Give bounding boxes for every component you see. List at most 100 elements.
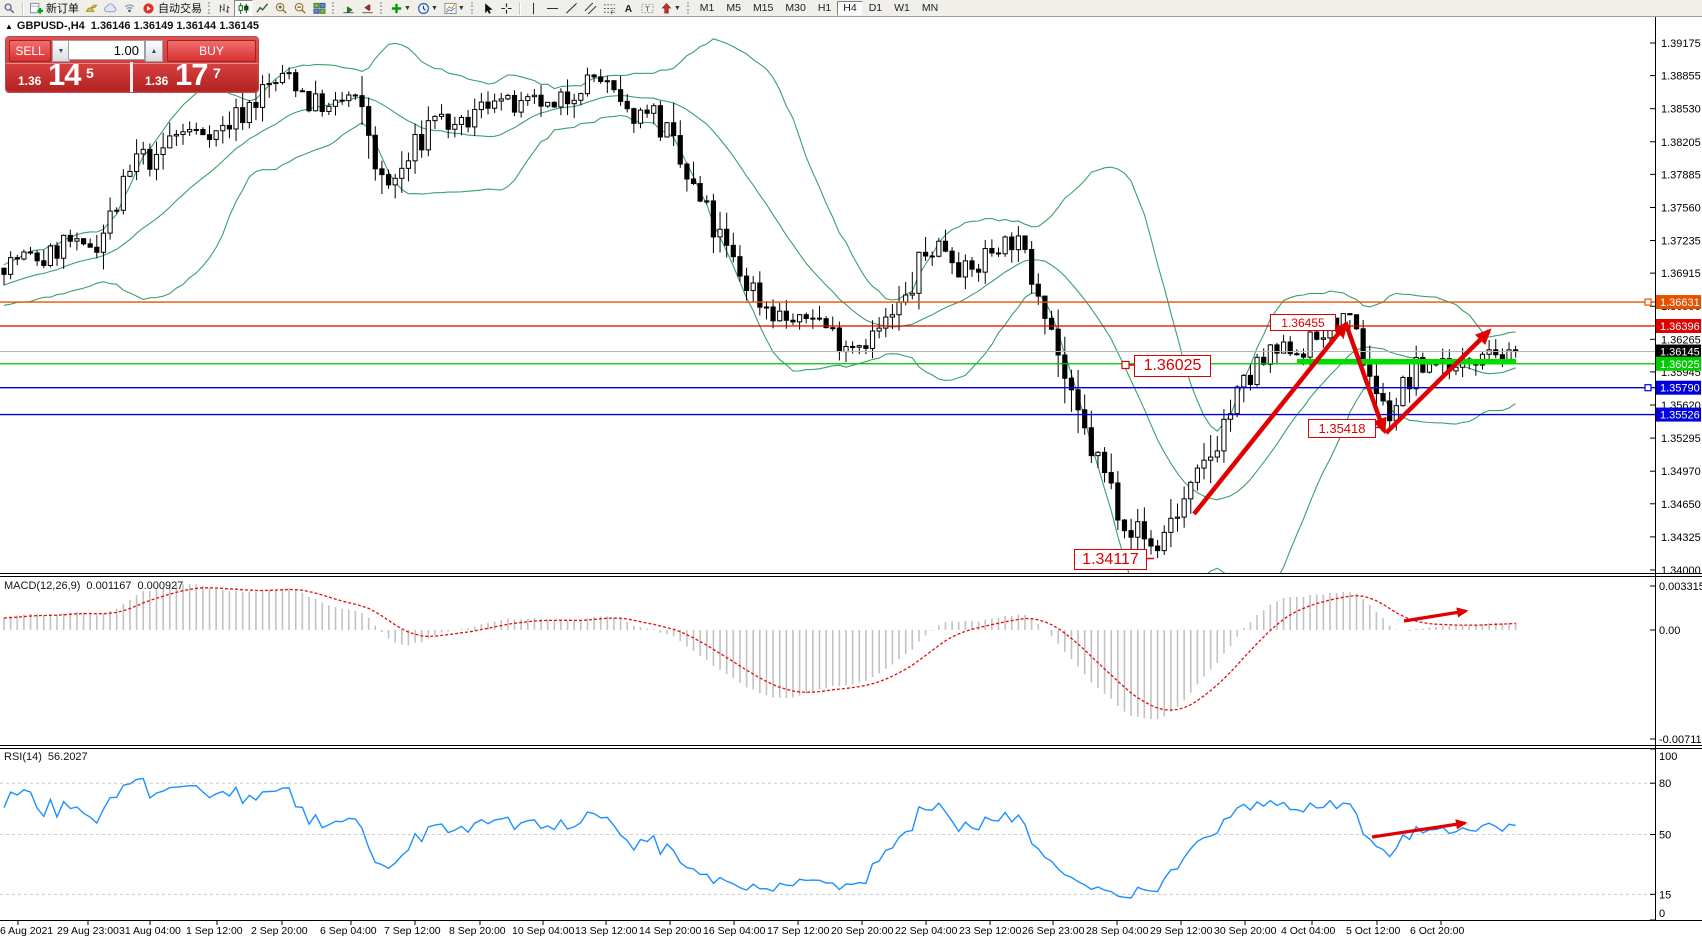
timeframe-m30-button[interactable]: M30 [785,1,806,14]
zoom-out-icon [294,2,306,14]
zoom-in-button[interactable] [272,0,291,16]
arrows-tool-button[interactable]: ▼ [657,0,684,16]
line-handle[interactable] [1644,384,1652,392]
autotrading-button[interactable]: 自动交易 [139,0,205,16]
candlestick-mode-button[interactable] [234,0,253,16]
vertical-line-tool-button[interactable] [524,0,543,16]
new-order-icon [30,2,43,14]
price-axis: 1.39175 1.38855 1.38530 1.38205 1.37885 1.375… [1650,38,1701,577]
label-tool-button[interactable]: T [638,0,657,16]
macd-signal-value: 0.000927 [137,580,184,592]
candles [1,64,1519,559]
template-icon [444,2,457,14]
sell-button[interactable]: SELL [9,40,51,62]
svg-text:29 Sep 12:00: 29 Sep 12:00 [1150,925,1213,937]
horizontal-line-tool-button[interactable] [543,0,562,16]
auto-scroll-button[interactable] [339,0,358,16]
trend-arrow[interactable] [1343,323,1387,435]
bid-ask-divider [130,62,133,92]
profile-button[interactable] [82,0,101,16]
volume-input[interactable]: 1.00 [68,40,145,60]
price-axis-badge [1656,295,1701,310]
bid-price-cell[interactable]: 1.36 14 5 [6,63,130,91]
price-axis-badge [1656,407,1701,422]
bar-chart-mode-button[interactable] [215,0,234,16]
macd-trend-arrow[interactable] [1403,607,1469,623]
timeframe-w1-button[interactable]: W1 [894,1,910,14]
macd-panel: 0.003315 0.00 -0.007112 [3,581,1702,746]
chevron-down-icon: ▼ [404,4,411,12]
svg-text:1.35790: 1.35790 [1660,383,1700,395]
fibonacci-tool-button[interactable]: F [600,0,619,16]
collapse-triangle-icon[interactable]: ▲ [5,22,13,31]
svg-text:1.39175: 1.39175 [1661,38,1701,50]
chevron-up-icon: ▲ [150,47,158,55]
trendline-tool-button[interactable] [562,0,581,16]
market-button[interactable] [101,0,120,16]
chevron-down-icon: ▼ [430,4,438,12]
cloud-icon [104,2,117,12]
text-tool-button[interactable]: A [619,0,638,16]
new-order-label: 新订单 [46,3,79,15]
timeframe-h1-button[interactable]: H1 [817,1,832,14]
trend-arrow[interactable] [1192,321,1349,516]
price-axis-badge [1656,344,1701,359]
trendline-icon [565,2,577,13]
volume-increase-button[interactable]: ▲ [145,40,163,62]
svg-text:13 Sep 12:00: 13 Sep 12:00 [575,925,638,937]
indicators-icon [391,3,402,13]
svg-text:8 Sep 20:00: 8 Sep 20:00 [449,925,506,937]
svg-text:50: 50 [1659,830,1671,842]
time-axis: 6 Aug 2021 29 Aug 23:00 31 Aug 04:00 1 Sep … [0,920,1464,937]
search-button[interactable] [0,0,19,16]
periods-button[interactable]: ▼ [414,0,441,16]
timeframe-d1-button[interactable]: D1 [868,1,883,14]
ask-price-sup: 7 [213,65,221,81]
timeframe-mn-button[interactable]: MN [921,1,939,14]
text-icon: A [625,4,633,15]
timeframe-m15-button[interactable]: M15 [752,1,774,14]
timeframe-h4-button[interactable]: H4 [837,0,863,16]
svg-text:2 Sep 20:00: 2 Sep 20:00 [251,925,308,937]
svg-text:20 Sep 20:00: 20 Sep 20:00 [831,925,894,937]
crosshair-button[interactable] [497,0,516,16]
price-axis-badge [1656,318,1701,333]
line-handle[interactable] [1644,298,1652,306]
autotrading-icon [143,2,154,14]
timeframe-m1-button[interactable]: M1 [699,1,715,14]
chevron-down-icon: ▼ [673,4,681,12]
tile-windows-button[interactable] [310,0,329,16]
new-order-button[interactable]: 新订单 [27,0,82,16]
chart-shift-button[interactable] [358,0,377,16]
bid-price-big: 14 [48,63,81,91]
templates-button[interactable]: ▼ [441,0,468,16]
channel-tool-button[interactable] [581,0,600,16]
trend-arrow[interactable] [1384,328,1492,435]
candlestick-icon [238,2,249,14]
price-annotation[interactable]: 1.35418 [1308,419,1376,438]
line-chart-mode-button[interactable] [253,0,272,16]
fibonacci-icon: F [603,3,615,15]
clock-icon [417,2,430,14]
chevron-down-icon: ▼ [57,47,65,55]
zoom-in-icon [275,2,287,14]
thick-green-level[interactable] [1297,358,1516,365]
indicators-button[interactable]: ▼ [387,0,414,16]
buy-button[interactable]: BUY [167,40,256,62]
price-annotation[interactable]: 1.36025 [1134,355,1211,377]
price-annotation[interactable]: 1.34117 [1074,549,1147,570]
vertical-line-icon [532,2,534,14]
bar-chart-icon [219,3,230,13]
price-annotation[interactable]: 1.36455 [1270,314,1336,331]
cursor-button[interactable] [478,0,497,16]
svg-text:1.34325: 1.34325 [1661,532,1701,544]
timeframe-m5-button[interactable]: M5 [726,1,741,14]
signals-button[interactable] [120,0,139,16]
svg-text:1.34650: 1.34650 [1661,499,1701,511]
rsi-trend-arrow[interactable] [1371,819,1468,839]
zoom-out-button[interactable] [291,0,310,16]
ask-price-cell[interactable]: 1.36 17 7 [133,63,258,91]
bid-price-sup: 5 [86,65,94,81]
